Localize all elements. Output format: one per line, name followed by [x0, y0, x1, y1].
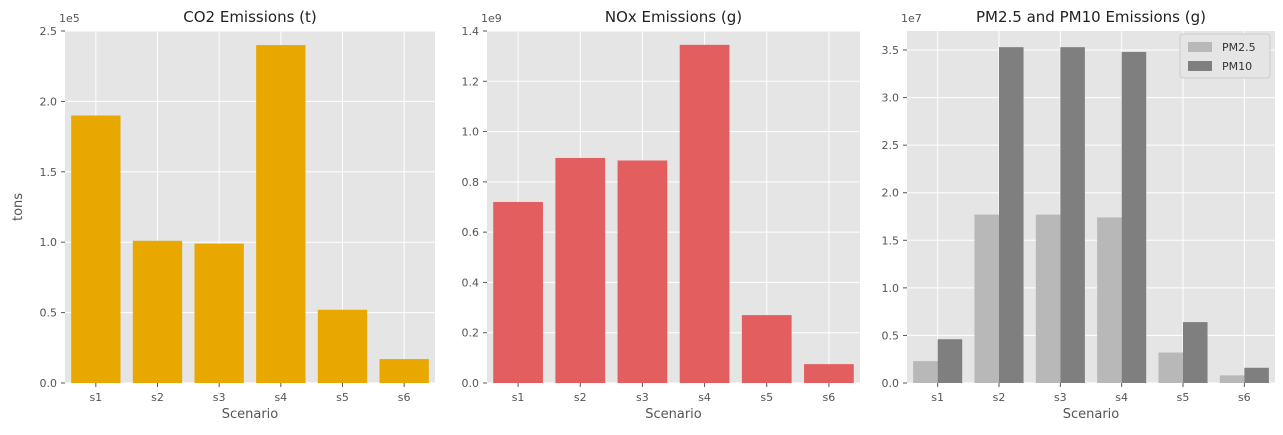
bar-value-s5 [741, 315, 792, 383]
y-tick-label: 0.0 [40, 377, 58, 390]
y-tick-label: 0.2 [462, 327, 480, 340]
bar-pm25-s6 [1219, 375, 1245, 383]
bar-pm10-s1 [937, 339, 963, 383]
y-tick-label: 0.5 [40, 307, 58, 320]
y-tick-label: 0.0 [882, 377, 900, 390]
x-tick-label: s3 [636, 391, 649, 404]
y-tick-label: 2.5 [40, 25, 58, 38]
x-tick-label: s6 [1238, 391, 1251, 404]
y-tick-label: 1.0 [882, 282, 900, 295]
axis-offset-text: 1e7 [901, 12, 922, 25]
y-tick-label: 2.0 [40, 95, 58, 108]
legend: PM2.5 PM10 [1179, 33, 1271, 79]
bar-value-s1 [493, 201, 543, 383]
bar-value-s5 [317, 309, 368, 383]
y-tick-label: 0.6 [462, 226, 480, 239]
bar-pm25-s5 [1158, 352, 1183, 383]
bar-value-s3 [617, 160, 668, 383]
x-tick-label: s2 [993, 391, 1006, 404]
y-tick-label: 1.4 [462, 25, 480, 38]
y-tick-label: 0.0 [462, 377, 480, 390]
y-tick-label: 1.0 [462, 126, 480, 139]
chart-title: NOx Emissions (g) [605, 8, 742, 26]
y-tick-label: 2.0 [882, 187, 900, 200]
y-axis-label: tons [11, 193, 26, 221]
bar-value-s1 [71, 115, 121, 383]
bar-pm25-s3 [1035, 214, 1061, 383]
x-tick-label: s1 [931, 391, 944, 404]
legend-label: PM2.5 [1222, 41, 1256, 54]
x-tick-label: s4 [1115, 391, 1128, 404]
bar-pm10-s4 [1121, 51, 1147, 384]
y-tick-label: 0.8 [462, 176, 480, 189]
x-axis-label: Scenario [645, 407, 702, 422]
x-tick-label: s5 [1177, 391, 1190, 404]
plot-area [487, 31, 860, 383]
x-tick-label: s6 [823, 391, 836, 404]
x-tick-label: s3 [213, 391, 226, 404]
bar-value-s6 [804, 364, 854, 383]
chart-panel-2: 0.0 0.2 0.4 0.6 0.8 1.0 1.2 1.4 s1 s2 s3 s4 s5 s6 NOx … [462, 8, 860, 422]
y-tick-label: 1.0 [40, 236, 58, 249]
legend-swatch-pm25 [1188, 42, 1212, 52]
bar-pm10-s2 [999, 47, 1024, 383]
legend-swatch-pm10 [1188, 61, 1212, 71]
y-tick-label: 0.5 [882, 329, 900, 342]
bar-pm10-s3 [1060, 47, 1085, 383]
x-tick-label: s3 [1054, 391, 1067, 404]
axis-offset-text: 1e5 [59, 12, 80, 25]
plot-area [907, 31, 1275, 383]
bar-value-s2 [555, 157, 606, 383]
plot-area [65, 31, 435, 383]
x-axis-label: Scenario [222, 407, 279, 422]
x-axis-label: Scenario [1063, 407, 1120, 422]
bar-value-s4 [679, 44, 730, 383]
axis-offset-text: 1e9 [481, 12, 502, 25]
y-tick-label: 3.5 [882, 44, 900, 57]
y-tick-label: 0.4 [462, 276, 480, 289]
bar-value-s6 [379, 359, 429, 383]
y-tick-label: 1.5 [40, 166, 58, 179]
bar-value-s2 [132, 240, 183, 383]
x-tick-label: s5 [760, 391, 773, 404]
x-tick-label: s4 [698, 391, 711, 404]
x-tick-label: s5 [336, 391, 349, 404]
legend-label: PM10 [1222, 60, 1252, 73]
chart-title: CO2 Emissions (t) [183, 8, 317, 26]
bar-pm25-s4 [1097, 217, 1122, 383]
bar-value-s4 [256, 45, 306, 383]
bar-pm25-s2 [974, 214, 999, 383]
chart-panel-3: 0.0 0.5 1.0 1.5 2.0 2.5 3.0 3.5 s1 s2 s3 s4 s5 s6 PM2.… [882, 8, 1275, 422]
bar-pm25-s1 [913, 361, 938, 383]
y-tick-label: 2.5 [882, 139, 900, 152]
x-tick-label: s2 [151, 391, 164, 404]
y-tick-label: 3.0 [882, 92, 900, 105]
chart-title: PM2.5 and PM10 Emissions (g) [976, 8, 1206, 26]
chart-panel-1: 0.0 0.5 1.0 1.5 2.0 2.5 s1 s2 s3 s4 s5 s6 CO2 Emissi… [11, 8, 435, 422]
x-tick-label: s4 [274, 391, 287, 404]
bar-pm10-s6 [1244, 367, 1269, 383]
x-tick-label: s2 [574, 391, 587, 404]
y-tick-label: 1.2 [462, 75, 480, 88]
x-tick-label: s6 [398, 391, 411, 404]
y-tick-label: 1.5 [882, 234, 900, 247]
x-tick-label: s1 [512, 391, 525, 404]
x-tick-label: s1 [89, 391, 102, 404]
bar-value-s3 [194, 243, 244, 383]
bar-pm10-s5 [1183, 322, 1208, 383]
